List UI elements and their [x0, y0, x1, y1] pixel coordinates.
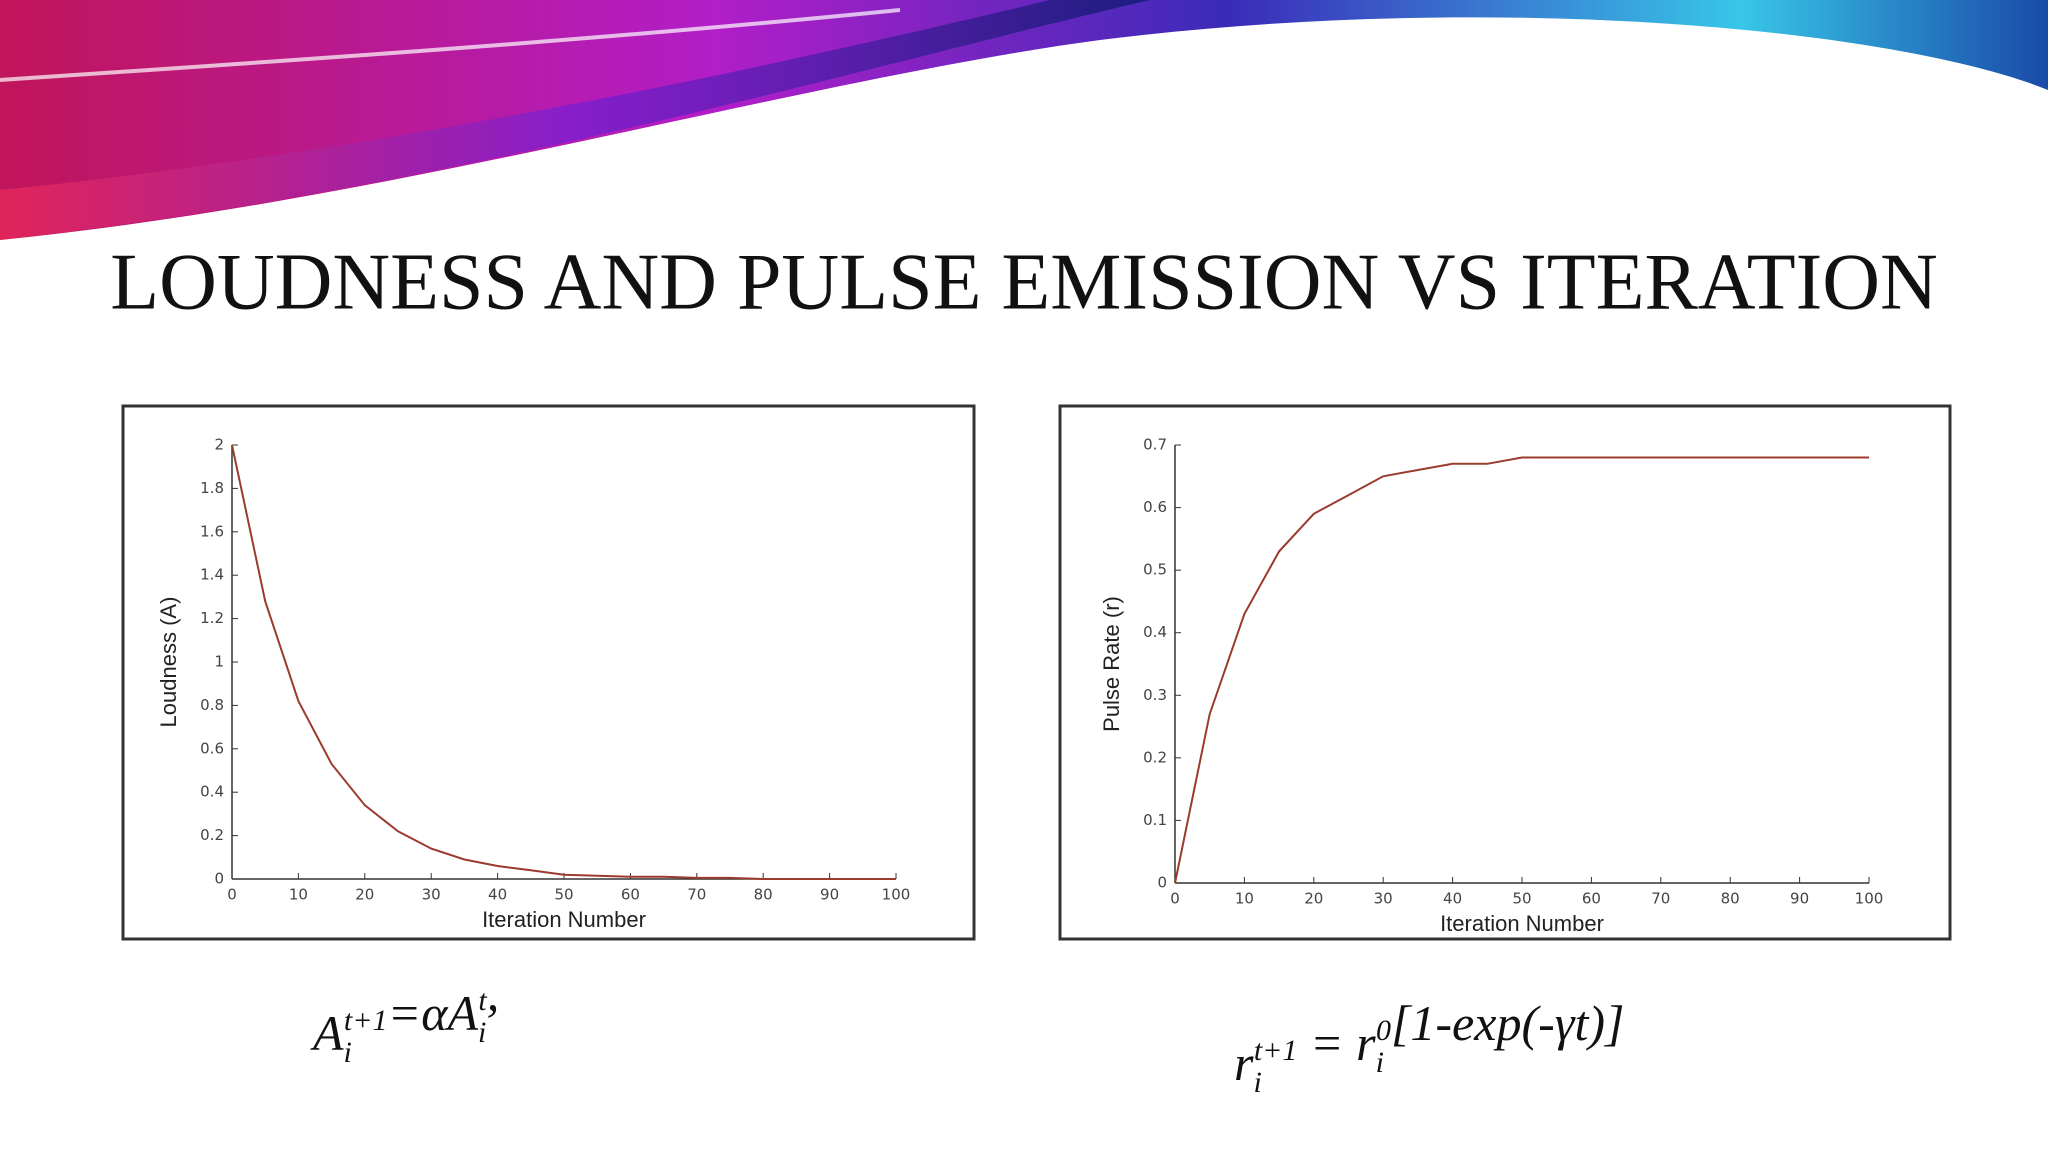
formula-base: ,	[487, 965, 500, 1021]
x-tick-label: 90	[1790, 890, 1809, 908]
y-tick-label: 0.7	[1143, 436, 1167, 454]
y-axis-label: Pulse Rate (r)	[1099, 596, 1124, 732]
y-tick-label: 1	[214, 653, 224, 671]
y-tick-label: 0.2	[1143, 748, 1167, 766]
y-tick-label: 0.6	[1143, 498, 1167, 516]
formula-base: A	[310, 1005, 344, 1061]
chart-frame	[121, 404, 976, 941]
x-tick-label: 60	[1582, 890, 1601, 908]
y-tick-label: 0.3	[1143, 686, 1167, 704]
formula: rit+1 = ri0[1-exp(-γt)]	[1234, 995, 1624, 1099]
y-tick-label: 1.2	[200, 609, 224, 627]
x-tick-label: 0	[1170, 890, 1180, 908]
formula-sup: t+1	[344, 1004, 388, 1037]
line	[1174, 456, 1869, 884]
formula-base: r	[1234, 1035, 1254, 1091]
y-tick-label: 0.6	[200, 739, 224, 757]
y-tick-label: 0	[214, 870, 224, 888]
formula-sub: i	[344, 1036, 352, 1069]
y-tick-label: 0.4	[200, 783, 224, 801]
x-tick-label: 80	[754, 886, 773, 904]
formula-sub: i	[1253, 1066, 1261, 1099]
y-tick-label: 0.1	[1143, 811, 1167, 829]
y-tick-label: 0	[1157, 874, 1167, 892]
x-tick-label: 20	[355, 886, 374, 904]
chart-frame	[1058, 404, 1952, 941]
x-tick-label: 50	[1512, 890, 1531, 908]
x-tick-label: 10	[289, 886, 308, 904]
y-tick-label: 0.5	[1143, 561, 1167, 579]
x-tick-label: 30	[422, 886, 441, 904]
y-tick-label: 2	[214, 436, 224, 454]
x-tick-label: 70	[687, 886, 706, 904]
formula-base: =αA	[387, 985, 478, 1041]
x-axis-label: Iteration Number	[1440, 911, 1604, 936]
formula-sup: 0	[1376, 1014, 1391, 1047]
formula-base: = r	[1297, 1015, 1376, 1071]
x-tick-label: 40	[1443, 890, 1462, 908]
x-tick-label: 40	[488, 886, 507, 904]
y-tick-label: 0.2	[200, 826, 224, 844]
formula-sub: i	[1376, 1046, 1384, 1079]
y-tick-label: 1.8	[200, 479, 224, 497]
y-tick-label: 1.6	[200, 522, 224, 540]
formula-base: [1-exp(-γt)]	[1391, 995, 1625, 1051]
x-tick-label: 100	[1855, 890, 1884, 908]
x-tick-label: 90	[820, 886, 839, 904]
x-tick-label: 10	[1235, 890, 1254, 908]
banner-stripe	[0, 0, 1150, 240]
formula-sup: t	[478, 984, 487, 1017]
banner	[0, 0, 2048, 240]
x-tick-label: 0	[227, 886, 237, 904]
line	[231, 444, 896, 880]
x-tick-label: 80	[1721, 890, 1740, 908]
x-tick-label: 50	[554, 886, 573, 904]
x-axis-label: Iteration Number	[482, 907, 646, 932]
formula: Ait+1=αAit,	[310, 965, 499, 1069]
x-tick-label: 100	[882, 886, 911, 904]
x-tick-label: 70	[1651, 890, 1670, 908]
banner-highlight	[0, 8, 901, 82]
x-tick-label: 60	[621, 886, 640, 904]
y-axis-label: Loudness (A)	[156, 597, 181, 728]
formula-sup: t+1	[1254, 1034, 1298, 1067]
formula-sub: i	[478, 1016, 486, 1049]
slide-title: LOUDNESS AND PULSE EMISSION VS ITERATION	[110, 238, 1938, 326]
y-tick-label: 1.4	[200, 566, 224, 584]
x-tick-label: 30	[1374, 890, 1393, 908]
y-tick-label: 0.4	[1143, 623, 1167, 641]
x-tick-label: 20	[1304, 890, 1323, 908]
y-tick-label: 0.8	[200, 696, 224, 714]
